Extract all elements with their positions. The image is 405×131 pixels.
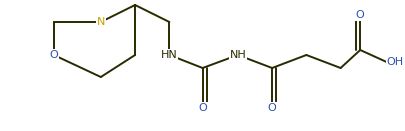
Text: O: O [198, 103, 207, 113]
Text: O: O [267, 103, 276, 113]
Text: N: N [96, 17, 105, 27]
Text: OH: OH [386, 57, 403, 67]
Text: O: O [355, 10, 364, 20]
Text: NH: NH [229, 50, 245, 60]
Text: HN: HN [160, 50, 177, 60]
Text: O: O [49, 50, 58, 60]
